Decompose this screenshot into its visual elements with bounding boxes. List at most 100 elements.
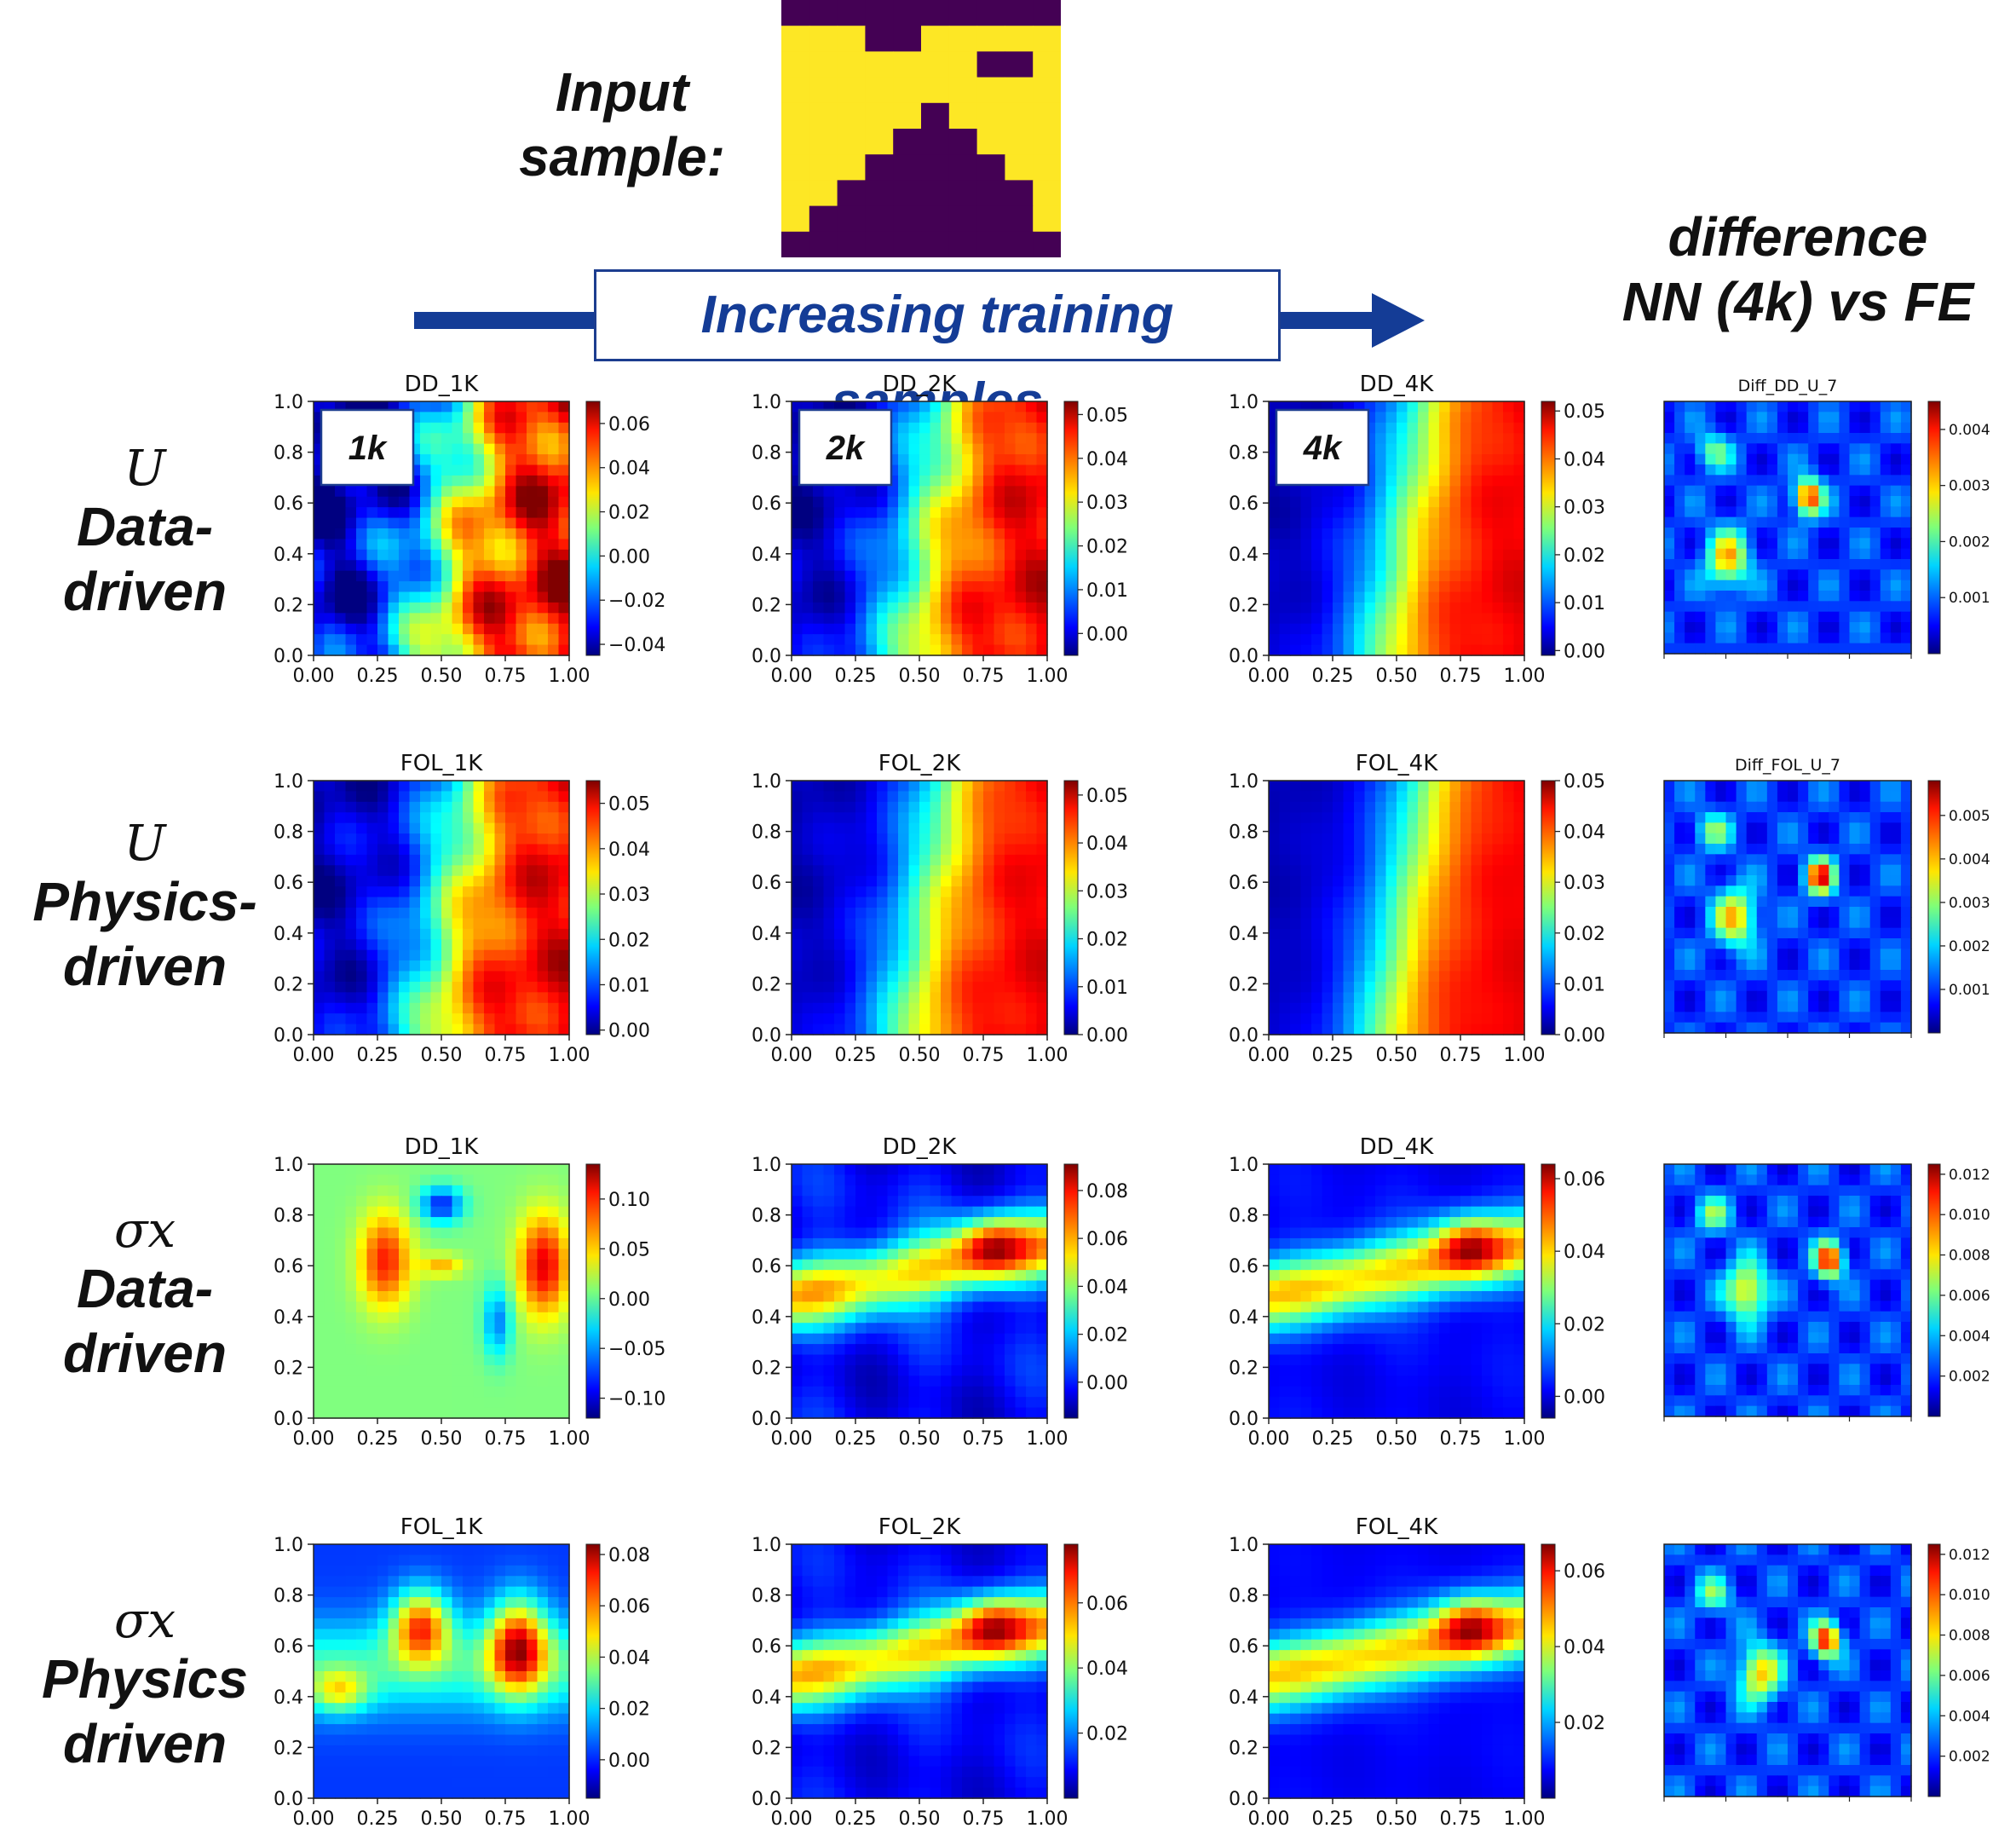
heatmap-cell <box>951 918 963 930</box>
heatmap-cell <box>866 549 878 561</box>
heatmap-cell <box>1695 443 1707 455</box>
heatmap-cell <box>1428 865 1440 877</box>
heatmap-cell <box>1839 632 1851 644</box>
heatmap-cell <box>1746 548 1758 560</box>
heatmap-cell <box>1492 1013 1504 1025</box>
heatmap-cell <box>1471 886 1483 898</box>
heatmap-cell <box>1503 539 1515 551</box>
heatmap-cell <box>1756 907 1768 919</box>
heatmap-cell <box>855 865 867 877</box>
heatmap-cell <box>844 875 856 887</box>
heatmap-cell <box>994 992 1005 1004</box>
heatmap-cell <box>409 570 421 582</box>
heatmap-cell <box>941 791 953 803</box>
heatmap-cell <box>1725 927 1737 939</box>
input-sample-cell <box>1005 51 1034 78</box>
heatmap-cell <box>1849 970 1861 982</box>
input-sample-cell <box>837 26 866 52</box>
heatmap-cell <box>813 1013 825 1025</box>
heatmap-cell <box>420 854 432 867</box>
heatmap-cell <box>1397 949 1408 961</box>
heatmap-cell <box>1269 496 1281 508</box>
heatmap-cell <box>1736 496 1748 508</box>
heatmap-cell <box>1333 549 1345 561</box>
heatmap-cell <box>844 602 856 614</box>
heatmap-cell <box>463 939 475 951</box>
heatmap-cell <box>1343 1024 1355 1035</box>
heatmap-cell <box>1036 801 1048 813</box>
heatmap-cell <box>1685 611 1696 623</box>
heatmap-cell <box>409 801 421 813</box>
heatmap-cell <box>792 496 804 508</box>
heatmap-cell <box>377 486 389 498</box>
heatmap-cell <box>1015 949 1027 961</box>
heatmap-cell <box>1869 475 1881 487</box>
heatmap-cell <box>1397 412 1408 424</box>
heatmap-cell <box>1685 591 1696 603</box>
heatmap-cell <box>345 644 357 656</box>
heatmap-cell <box>877 897 889 908</box>
heatmap-cell <box>1869 643 1881 655</box>
heatmap-cell <box>1880 959 1892 971</box>
heatmap-cell <box>834 865 846 877</box>
heatmap-cell <box>1503 844 1515 856</box>
heatmap-cell <box>1418 781 1430 793</box>
heatmap-cell <box>1829 938 1840 950</box>
heatmap-cell <box>898 844 910 856</box>
heatmap-cell <box>898 918 910 930</box>
heatmap-cell <box>1015 981 1027 994</box>
heatmap-cell <box>1788 412 1799 424</box>
heatmap-cell <box>962 1013 974 1025</box>
heatmap-cell <box>1322 486 1333 498</box>
heatmap-cell <box>527 412 539 424</box>
heatmap-cell <box>1664 970 1675 982</box>
heatmap-cell <box>1269 844 1281 856</box>
heatmap-cell <box>537 570 549 582</box>
heatmap-cell <box>1005 422 1017 434</box>
heatmap-cell <box>1492 854 1504 867</box>
heatmap-cell <box>430 1013 442 1025</box>
heatmap-cell <box>1756 516 1768 528</box>
heatmap-cell <box>813 570 825 582</box>
heatmap-cell <box>441 412 453 424</box>
heatmap-cell <box>463 822 475 834</box>
heatmap-cell <box>1354 591 1366 603</box>
heatmap-cell <box>441 644 453 656</box>
heatmap-cell <box>1849 949 1861 960</box>
heatmap-cell <box>1725 875 1737 887</box>
heatmap-cell <box>1428 581 1440 593</box>
heatmap-cell <box>484 454 496 466</box>
heatmap-cell <box>527 886 539 898</box>
heatmap-cell <box>1756 896 1768 908</box>
heatmap-cell <box>887 928 899 940</box>
heatmap-cell <box>1492 401 1504 413</box>
heatmap-cell <box>430 581 442 593</box>
heatmap-cell <box>473 875 485 887</box>
heatmap-cell <box>314 613 325 625</box>
heatmap-cell <box>537 496 549 508</box>
heatmap-cell <box>908 517 920 529</box>
heatmap-cell <box>983 602 995 614</box>
heatmap-cell <box>1026 865 1038 877</box>
heatmap-cell <box>1311 634 1323 646</box>
heatmap-cell <box>452 833 464 845</box>
heatmap-cell <box>1279 613 1291 625</box>
heatmap-cell <box>1849 833 1861 845</box>
heatmap-cell <box>887 812 899 824</box>
heatmap-cell <box>792 981 804 994</box>
heatmap-cell <box>452 464 464 476</box>
heatmap-cell <box>335 591 347 603</box>
heatmap-cell <box>1460 791 1472 803</box>
heatmap-cell <box>1036 644 1048 656</box>
heatmap-cell <box>1664 548 1675 560</box>
heatmap-cell <box>855 918 867 930</box>
heatmap-cell <box>1407 581 1419 593</box>
heatmap-cell <box>1695 791 1707 803</box>
heatmap-cell <box>1513 486 1525 498</box>
heatmap-cell <box>1439 496 1451 508</box>
heatmap-cell <box>1375 475 1387 487</box>
heatmap-cell <box>516 433 527 445</box>
heatmap-cell <box>1407 812 1419 824</box>
heatmap-cell <box>314 939 325 951</box>
heatmap-cell <box>527 454 539 466</box>
